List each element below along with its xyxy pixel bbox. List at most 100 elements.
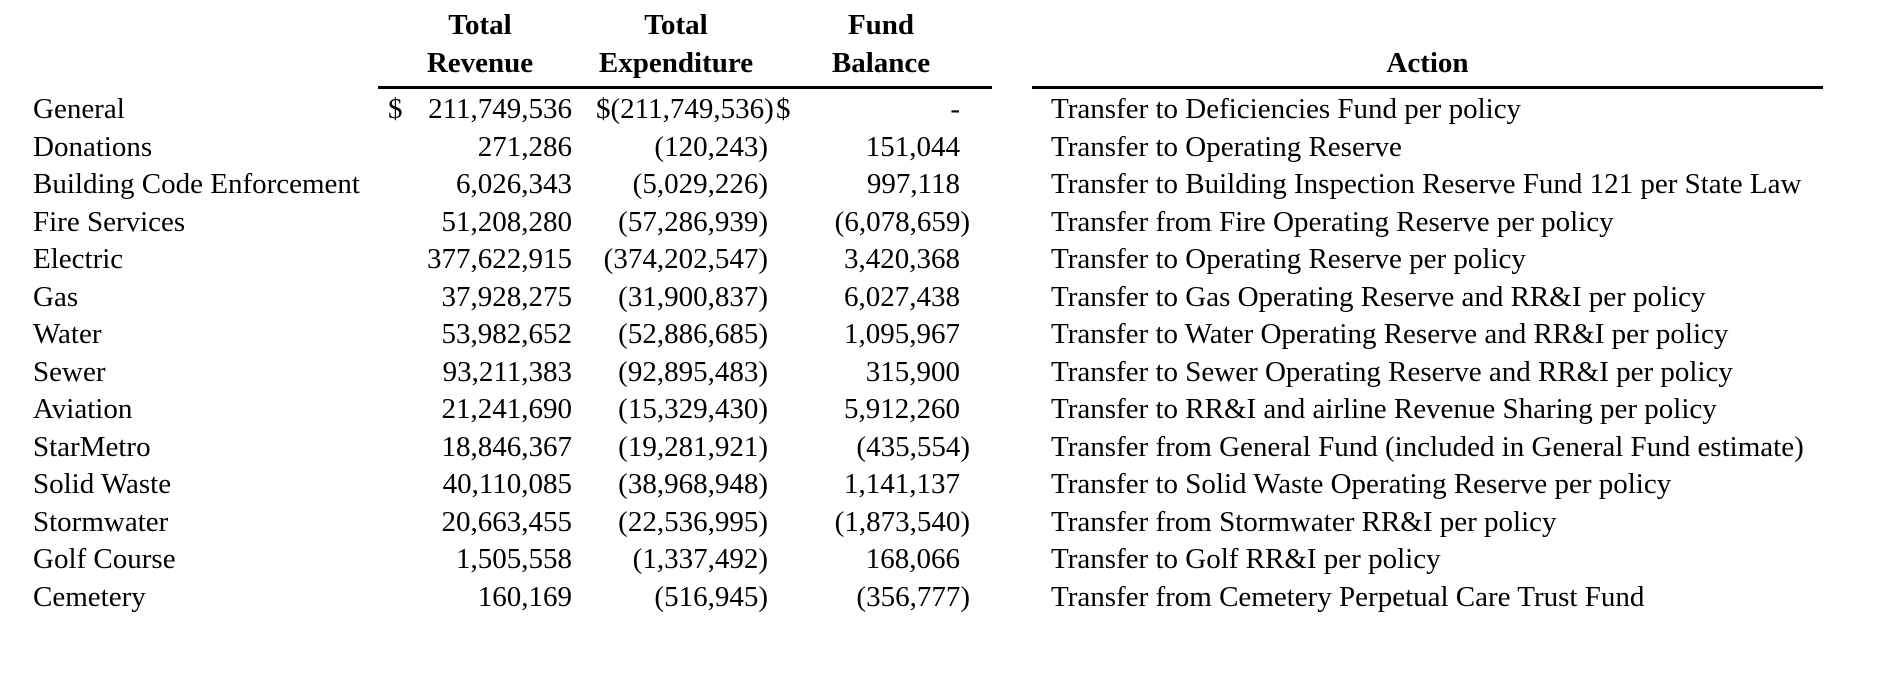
amount-value: (516,945) xyxy=(654,580,768,613)
balance-cell: 6,027,438 xyxy=(770,281,992,314)
table-row: Golf Course 1,505,558 (1,337,492) 168,066 Tr… xyxy=(33,541,1823,579)
revenue-cell: 18,846,367 xyxy=(378,431,582,464)
revenue-cell: 53,982,652 xyxy=(378,318,582,351)
fund-name-cell: Fire Services xyxy=(33,205,186,238)
revenue-cell: 6,026,343 xyxy=(378,168,582,201)
balance-cell: $ - xyxy=(770,93,992,126)
action-cell: Transfer to Building Inspection Reserve … xyxy=(1051,168,1802,201)
balance-cell: 997,118 xyxy=(770,168,992,201)
amount-value: 37,928,275 xyxy=(441,280,573,313)
amount-value: 1,095,967 xyxy=(844,318,960,351)
balance-cell: 1,141,137 xyxy=(770,468,992,501)
action-cell: Transfer to Sewer Operating Reserve and … xyxy=(1051,355,1733,388)
revenue-cell: 160,169 xyxy=(378,581,582,614)
amount-value: 21,241,690 xyxy=(441,393,573,426)
balance-cell: 5,912,260 xyxy=(770,393,992,426)
fund-name-cell: Golf Course xyxy=(33,543,176,576)
dollar-sign: $ xyxy=(596,93,611,126)
amount-value: (1,873,540) xyxy=(834,505,970,538)
fund-name-cell: Building Code Enforcement xyxy=(33,168,360,201)
fund-name-cell: Electric xyxy=(33,243,124,276)
expenditure-cell: (374,202,547) xyxy=(582,243,770,276)
amount-value: - xyxy=(950,93,960,126)
balance-cell: 168,066 xyxy=(770,543,992,576)
action-cell: Transfer to Deficiencies Fund per policy xyxy=(1051,93,1522,126)
amount-value: (435,554) xyxy=(856,430,970,463)
expenditure-cell: (22,536,995) xyxy=(582,506,770,539)
amount-value: 1,141,137 xyxy=(844,468,960,501)
dollar-sign: $ xyxy=(776,93,791,126)
expenditure-cell: (516,945) xyxy=(582,581,770,614)
fund-name-cell: General xyxy=(33,93,125,126)
action-cell: Transfer from General Fund (included in … xyxy=(1051,430,1804,463)
amount-value: 20,663,455 xyxy=(441,505,573,538)
header-fund-balance-line1: Fund xyxy=(847,9,915,41)
table-row: Electric 377,622,915 (374,202,547) 3,420,36… xyxy=(33,241,1823,279)
amount-value: 5,912,260 xyxy=(844,393,960,426)
table-row: Donations 271,286 (120,243) 151,044 Transfer… xyxy=(33,129,1823,167)
table-row: Solid Waste 40,110,085 (38,968,948) 1,141,1… xyxy=(33,466,1823,504)
header-action-label: Action xyxy=(1386,47,1469,79)
amount-value: 377,622,915 xyxy=(427,243,572,276)
action-cell: Transfer to Operating Reserve per policy xyxy=(1051,243,1526,276)
action-cell: Transfer to Golf RR&I per policy xyxy=(1051,543,1441,576)
header-total-revenue-line2: Revenue xyxy=(426,47,534,79)
balance-cell: (1,873,540) xyxy=(770,506,992,539)
amount-value: 151,044 xyxy=(865,130,960,163)
table-row: Fire Services 51,208,280 (57,286,939) (6,07… xyxy=(33,204,1823,242)
amount-value: (19,281,921) xyxy=(618,430,768,463)
amount-value: 997,118 xyxy=(866,168,960,201)
header-total-revenue: Total Revenue xyxy=(378,6,582,82)
amount-value: 6,026,343 xyxy=(456,168,572,201)
amount-value: 6,027,438 xyxy=(844,280,960,313)
amount-value: 18,846,367 xyxy=(441,430,573,463)
header-action: Action xyxy=(1032,44,1823,89)
balance-cell: (435,554) xyxy=(770,431,992,464)
revenue-cell: 377,622,915 xyxy=(378,243,582,276)
amount-value: (211,749,536) xyxy=(610,93,774,126)
expenditure-cell: (57,286,939) xyxy=(582,206,770,239)
header-total-expenditure-line1: Total xyxy=(644,9,708,41)
table-body: General $211,749,536 $ (211,749,536) $ - Trans… xyxy=(33,91,1823,616)
amount-value: 3,420,368 xyxy=(844,243,960,276)
fund-name-cell: Stormwater xyxy=(33,505,169,538)
fund-name-cell: Aviation xyxy=(33,393,133,426)
table-row: Water 53,982,652 (52,886,685) 1,095,967 Tran… xyxy=(33,316,1823,354)
action-cell: Transfer from Cemetery Perpetual Care Tr… xyxy=(1051,580,1645,613)
numeric-header-group: Total Revenue Total Expenditure Fund Bal… xyxy=(378,6,992,89)
amount-value: 168,066 xyxy=(865,543,960,576)
amount-value: (356,777) xyxy=(856,580,970,613)
header-total-expenditure: Total Expenditure xyxy=(582,6,770,82)
header-fund-balance: Fund Balance xyxy=(770,6,992,82)
amount-value: 271,286 xyxy=(477,130,572,163)
action-cell: Transfer from Fire Operating Reserve per… xyxy=(1051,205,1614,238)
expenditure-cell: (52,886,685) xyxy=(582,318,770,351)
dollar-sign: $ xyxy=(388,93,403,126)
amount-value: 211,749,536 xyxy=(428,93,572,126)
fund-name-cell: Solid Waste xyxy=(33,468,172,501)
revenue-cell: 1,505,558 xyxy=(378,543,582,576)
table-row: Sewer 93,211,383 (92,895,483) 315,900 Transf… xyxy=(33,354,1823,392)
fund-name-cell: Sewer xyxy=(33,355,106,388)
amount-value: (374,202,547) xyxy=(603,243,768,276)
amount-value: 51,208,280 xyxy=(441,205,573,238)
fund-name-cell: Gas xyxy=(33,280,79,313)
revenue-cell: $211,749,536 xyxy=(378,93,582,126)
amount-value: 1,505,558 xyxy=(456,543,572,576)
fund-name-cell: Donations xyxy=(33,130,153,163)
balance-cell: (356,777) xyxy=(770,581,992,614)
action-cell: Transfer to Solid Waste Operating Reserv… xyxy=(1051,468,1672,501)
amount-value: (38,968,948) xyxy=(618,468,768,501)
expenditure-cell: $ (211,749,536) xyxy=(582,93,774,126)
amount-value: (6,078,659) xyxy=(834,205,970,238)
fund-table: Total Revenue Total Expenditure Fund Bal… xyxy=(33,6,1823,616)
revenue-cell: 37,928,275 xyxy=(378,281,582,314)
fund-name-cell: Cemetery xyxy=(33,580,146,613)
table-row: Stormwater 20,663,455 (22,536,995) (1,873,5… xyxy=(33,504,1823,542)
header-total-revenue-line1: Total xyxy=(448,9,512,41)
revenue-cell: 21,241,690 xyxy=(378,393,582,426)
table-row: Aviation 21,241,690 (15,329,430) 5,912,260 T… xyxy=(33,391,1823,429)
revenue-cell: 51,208,280 xyxy=(378,206,582,239)
amount-value: 315,900 xyxy=(865,355,960,388)
